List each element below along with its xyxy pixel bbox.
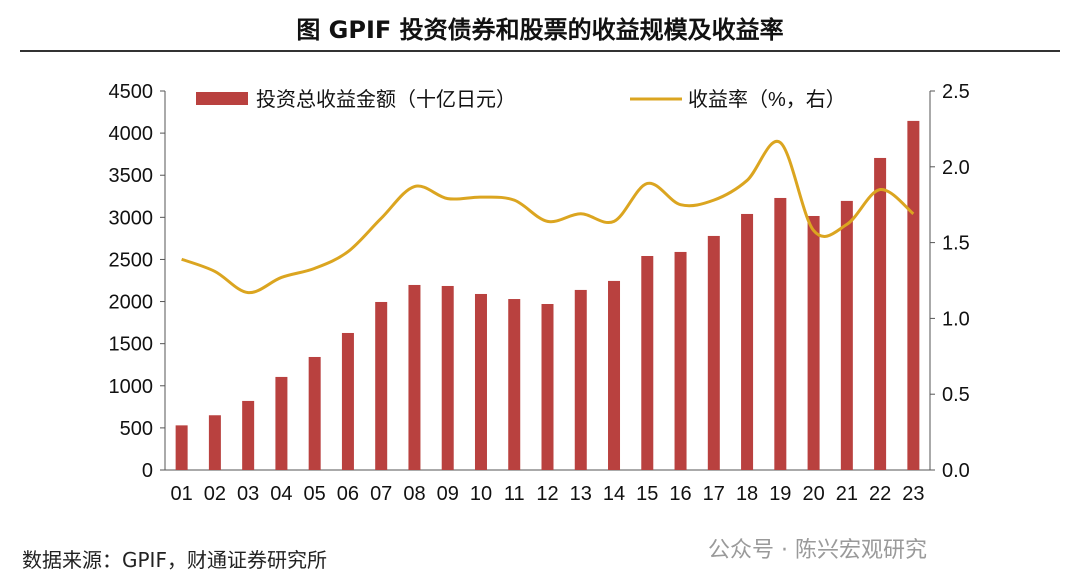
x-tick-label: 18 (736, 483, 758, 505)
bar (641, 255, 654, 470)
bar (341, 332, 354, 470)
left-tick-label: 4000 (109, 123, 154, 145)
bar (441, 285, 454, 470)
bar (408, 284, 421, 470)
right-tick-label: 0.5 (942, 384, 970, 406)
bar (208, 415, 221, 470)
x-tick-label: 02 (204, 483, 226, 505)
left-tick-label: 4500 (109, 81, 154, 103)
bar (874, 157, 887, 470)
legend-line-label: 收益率（%，右） (688, 88, 846, 111)
x-tick-label: 17 (703, 483, 725, 505)
x-tick-label: 07 (370, 483, 392, 505)
right-tick-label: 2.0 (942, 157, 970, 179)
x-tick-label: 11 (504, 483, 525, 505)
x-tick-label: 16 (669, 483, 691, 505)
legend-bar-label: 投资总收益金额（十亿日元） (256, 88, 516, 111)
bar (807, 215, 820, 470)
x-tick-label: 10 (470, 483, 492, 505)
x-tick-label: 04 (270, 483, 292, 505)
bar (308, 356, 321, 470)
x-tick-label: 22 (869, 483, 891, 505)
bar (741, 213, 754, 470)
watermark: 公众号 · 陈兴宏观研究 (708, 538, 927, 563)
bar (674, 251, 687, 470)
bar (574, 289, 587, 470)
source-note: 数据来源：GPIF，财通证券研究所 (22, 548, 327, 572)
bar (907, 120, 920, 470)
x-tick-label: 19 (769, 483, 791, 505)
bar (242, 400, 255, 470)
x-tick-label: 06 (337, 483, 359, 505)
x-tick-label: 01 (171, 483, 193, 505)
bar (474, 293, 487, 470)
x-tick-label: 21 (836, 483, 858, 505)
yield-line (181, 139, 915, 295)
bar (608, 280, 621, 470)
bar (175, 425, 188, 470)
x-tick-label: 03 (237, 483, 259, 505)
left-tick-label: 3000 (109, 207, 154, 229)
bar (774, 197, 787, 470)
x-tick-label: 05 (304, 483, 326, 505)
x-tick-label: 08 (403, 483, 425, 505)
bar (541, 303, 554, 470)
bar (275, 376, 288, 470)
left-tick-label: 2000 (109, 292, 154, 314)
left-tick-label: 0 (142, 460, 153, 482)
left-tick-label: 3500 (109, 165, 154, 187)
chart-plot: 0 500 1000 1500 2000 2500 3000 3500 4000 4500 0.0 0… (109, 81, 970, 505)
x-tick-label: 12 (536, 483, 558, 505)
right-tick-label: 1.5 (942, 233, 970, 255)
bar (375, 301, 388, 470)
legend-bar-swatch (196, 92, 248, 105)
title-divider (20, 50, 1060, 52)
bar (840, 200, 853, 470)
left-tick-label: 1000 (109, 376, 154, 398)
x-tick-label: 09 (437, 483, 459, 505)
bar (707, 235, 720, 470)
x-tick-label: 20 (802, 483, 824, 505)
right-tick-label: 1.0 (942, 308, 970, 330)
bar (508, 299, 521, 470)
x-tick-label: 23 (902, 483, 924, 505)
right-tick-label: 0.0 (942, 460, 970, 482)
right-tick-label: 2.5 (942, 81, 970, 103)
left-tick-label: 500 (120, 418, 153, 440)
left-tick-label: 1500 (109, 334, 154, 356)
left-tick-label: 2500 (109, 249, 154, 271)
x-tick-label: 14 (603, 483, 625, 505)
x-tick-label: 15 (636, 483, 658, 505)
chart-title: 图 GPIF 投资债券和股票的收益规模及收益率 (296, 16, 784, 44)
x-tick-label: 13 (570, 483, 592, 505)
